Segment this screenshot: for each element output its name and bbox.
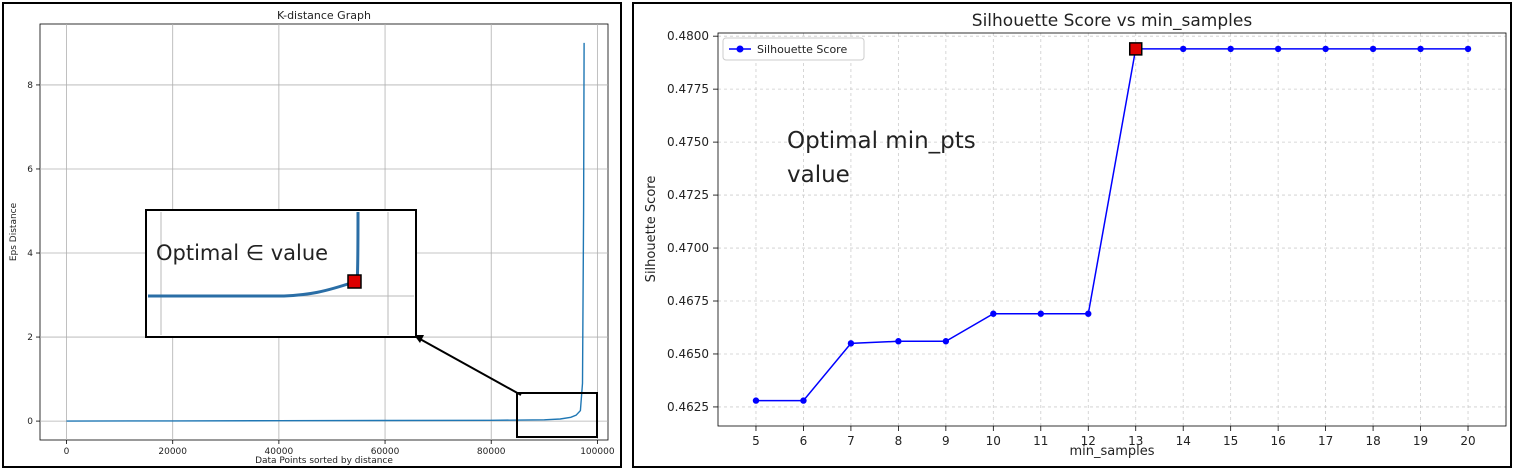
- plot-area-frame: [39, 23, 609, 441]
- y-tick-label: 6: [27, 165, 33, 175]
- legend-label: Silhouette Score: [757, 43, 847, 56]
- zoom-inset: Optimal ∈ value: [145, 209, 417, 338]
- data-point: [1037, 310, 1044, 317]
- chart-title: K-distance Graph: [277, 9, 371, 22]
- x-tick-label: 20000: [158, 447, 187, 457]
- data-point: [1417, 45, 1424, 53]
- silhouette-chart: 5 6 7 8 9 10 11 12 13 14 15 16 17 18 19 20 0.4625 0.4650…: [644, 11, 1507, 459]
- data-point: [847, 340, 855, 347]
- legend: Silhouette Score: [722, 37, 865, 61]
- x-tick-label: 10: [986, 434, 1001, 448]
- data-point: [1464, 45, 1472, 53]
- data-point: [1274, 45, 1282, 53]
- data-point: [895, 338, 902, 345]
- x-tick-label: 60000: [371, 447, 400, 457]
- y-tick-label: 4: [27, 249, 33, 259]
- optimal-min-pts-annotation-line1: Optimal min_pts: [787, 128, 976, 154]
- optimal-min-pts-annotation-line2: value: [787, 162, 850, 188]
- x-tick-label: 9: [942, 434, 950, 448]
- y-tick-label: 0.4750: [667, 135, 709, 149]
- x-tick-label: 15: [1223, 434, 1238, 448]
- k-distance-line: [66, 42, 585, 422]
- y-tick-label: 0.4650: [667, 347, 709, 361]
- data-point: [1322, 45, 1329, 53]
- x-tick-label: 100000: [580, 447, 615, 457]
- y-tick-label: 0.4675: [667, 294, 709, 308]
- x-axis-label: Data Points sorted by distance: [255, 456, 393, 466]
- silhouette-panel: 5 6 7 8 9 10 11 12 13 14 15 16 17 18 19 20 0.4625 0.4650…: [632, 2, 1512, 468]
- data-point: [752, 397, 760, 404]
- y-tick-label: 0: [27, 417, 33, 427]
- chart-title: Silhouette Score vs min_samples: [972, 11, 1253, 31]
- x-tick-label: 80000: [477, 447, 506, 457]
- data-point: [1369, 45, 1377, 53]
- x-tick-label: 17: [1318, 434, 1333, 448]
- zoom-region-box: [516, 392, 598, 438]
- x-tick-label: 0: [64, 447, 70, 457]
- x-tick-label: 20: [1460, 434, 1475, 448]
- y-tick-label: 0.4800: [667, 29, 709, 43]
- optimal-eps-annotation: Optimal ∈ value: [156, 241, 328, 265]
- y-tick-label: 8: [27, 81, 33, 91]
- x-tick-label: 6: [800, 434, 808, 448]
- y-axis-label: Silhouette Score: [644, 176, 659, 283]
- data-point: [1227, 45, 1234, 53]
- k-distance-panel: 0 20000 40000 60000 80000 100000 0 2 4 6 8 K-dist…: [2, 2, 622, 468]
- y-tick-label: 2: [27, 333, 33, 343]
- x-tick-label: 18: [1365, 434, 1380, 448]
- data-point: [1085, 310, 1092, 317]
- inset-frame: [145, 209, 417, 338]
- y-tick-label: 0.4775: [667, 82, 709, 96]
- optimal-eps-marker: [347, 274, 362, 289]
- y-tick-label: 0.4625: [667, 400, 709, 414]
- x-tick-label: 40000: [265, 447, 294, 457]
- x-tick-label: 11: [1033, 434, 1048, 448]
- x-tick-label: 8: [895, 434, 903, 448]
- data-point: [1180, 45, 1187, 53]
- y-tick-label: 0.4725: [667, 188, 709, 202]
- silhouette-line: [756, 48, 1468, 402]
- x-tick-label: 13: [1128, 434, 1143, 448]
- x-tick-label: 14: [1176, 434, 1191, 448]
- data-point: [942, 338, 950, 345]
- x-tick-label: 5: [752, 434, 760, 448]
- x-tick-label: 16: [1271, 434, 1286, 448]
- plot-area-frame: [717, 32, 1507, 427]
- y-tick-label: 0.4700: [667, 241, 709, 255]
- optimal-min-pts-marker: [1128, 42, 1143, 56]
- y-axis-label: Eps Distance: [9, 202, 19, 261]
- legend-box: [722, 37, 865, 61]
- k-distance-chart: 0 20000 40000 60000 80000 100000 0 2 4 6 8 K-dist…: [9, 9, 615, 466]
- data-point: [990, 310, 997, 317]
- x-tick-label: 7: [847, 434, 855, 448]
- x-tick-label: 19: [1413, 434, 1428, 448]
- x-tick-label: 12: [1081, 434, 1096, 448]
- zoom-arrow: [419, 338, 522, 396]
- x-axis-label: min_samples: [1069, 444, 1154, 459]
- data-point: [800, 397, 807, 404]
- legend-marker-swatch: [736, 45, 744, 53]
